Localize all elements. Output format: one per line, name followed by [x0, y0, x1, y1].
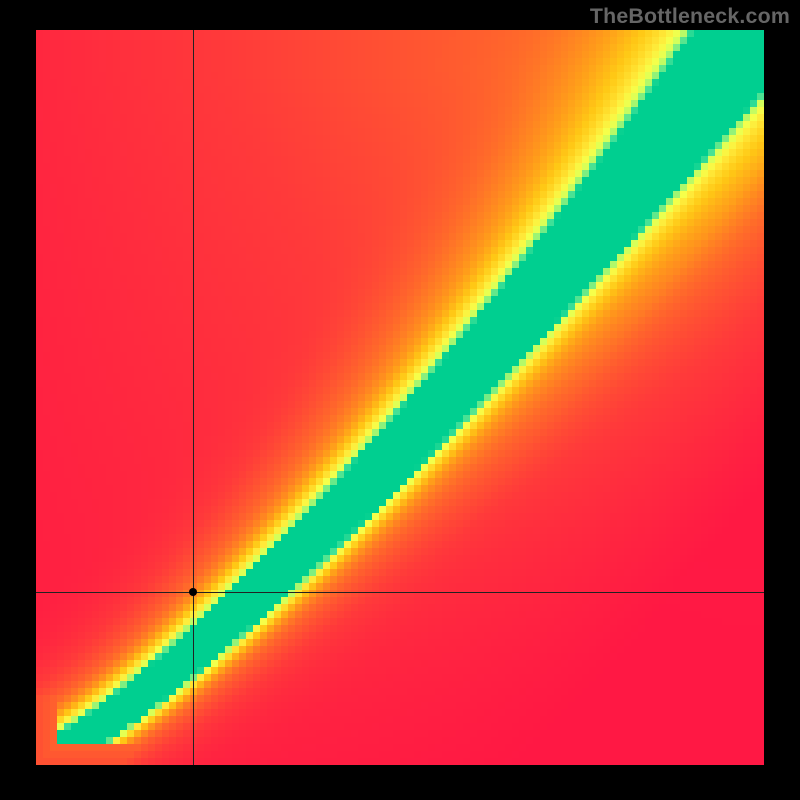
heatmap-canvas [36, 30, 764, 765]
watermark-text: TheBottleneck.com [590, 4, 790, 29]
chart-container: TheBottleneck.com [0, 0, 800, 800]
crosshair-point [189, 588, 197, 596]
crosshair-vertical [193, 30, 194, 765]
heatmap-plot [36, 30, 764, 765]
crosshair-horizontal [36, 592, 764, 593]
